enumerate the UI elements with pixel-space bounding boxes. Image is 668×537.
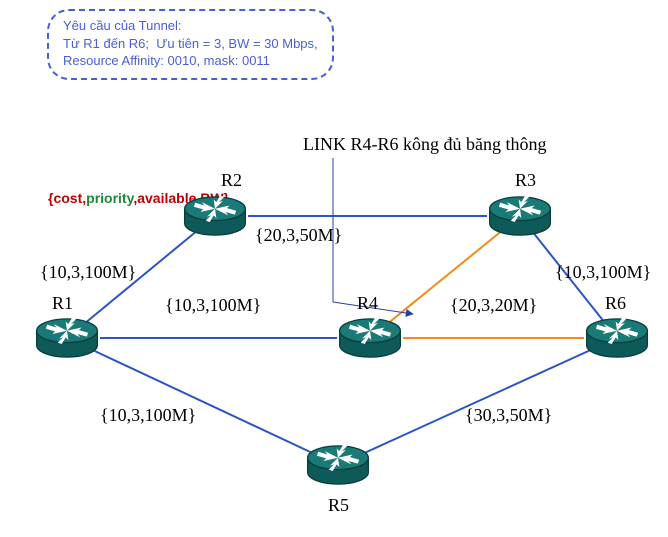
edge-metric-r1-r5: {10,3,100M} — [100, 405, 196, 426]
edge-metric-r2-r3: {20,3,50M} — [255, 225, 342, 246]
edge-metric-r1-r4: {10,3,100M} — [165, 295, 261, 316]
edge-metric-r3-r6: {10,3,100M} — [555, 262, 651, 283]
router-r6 — [584, 316, 650, 360]
edge-metric-r5-r6: {30,3,50M} — [465, 405, 552, 426]
req-line-2: Từ R1 đến R6; Ưu tiên = 3, BW = 30 Mbps, — [63, 35, 318, 53]
edge-metric-r4-r6: {20,3,20M} — [450, 295, 537, 316]
tunnel-requirements-box: Yêu cầu của Tunnel: Từ R1 đến R6; Ưu tiê… — [47, 9, 334, 80]
edge-metric-r1-r2: {10,3,100M} — [40, 262, 136, 283]
router-r4 — [337, 316, 403, 360]
legend-priority: priority — [86, 190, 133, 206]
router-label-r5: R5 — [328, 495, 349, 516]
router-label-r3: R3 — [515, 170, 536, 191]
req-line-1: Yêu cầu của Tunnel: — [63, 17, 318, 35]
router-label-r6: R6 — [605, 293, 626, 314]
callout-text: LINK R4-R6 kông đủ băng thông — [303, 134, 546, 155]
router-r3 — [487, 194, 553, 238]
router-r5 — [305, 443, 371, 487]
router-label-r2: R2 — [221, 170, 242, 191]
router-label-r1: R1 — [52, 293, 73, 314]
diagram-stage: { "canvas": { "w": 668, "h": 537, "bg": … — [0, 0, 668, 537]
req-line-3: Resource Affinity: 0010, mask: 0011 — [63, 52, 318, 70]
legend-cost: cost — [53, 190, 82, 206]
router-r2 — [182, 194, 248, 238]
router-label-r4: R4 — [357, 293, 378, 314]
router-r1 — [34, 316, 100, 360]
